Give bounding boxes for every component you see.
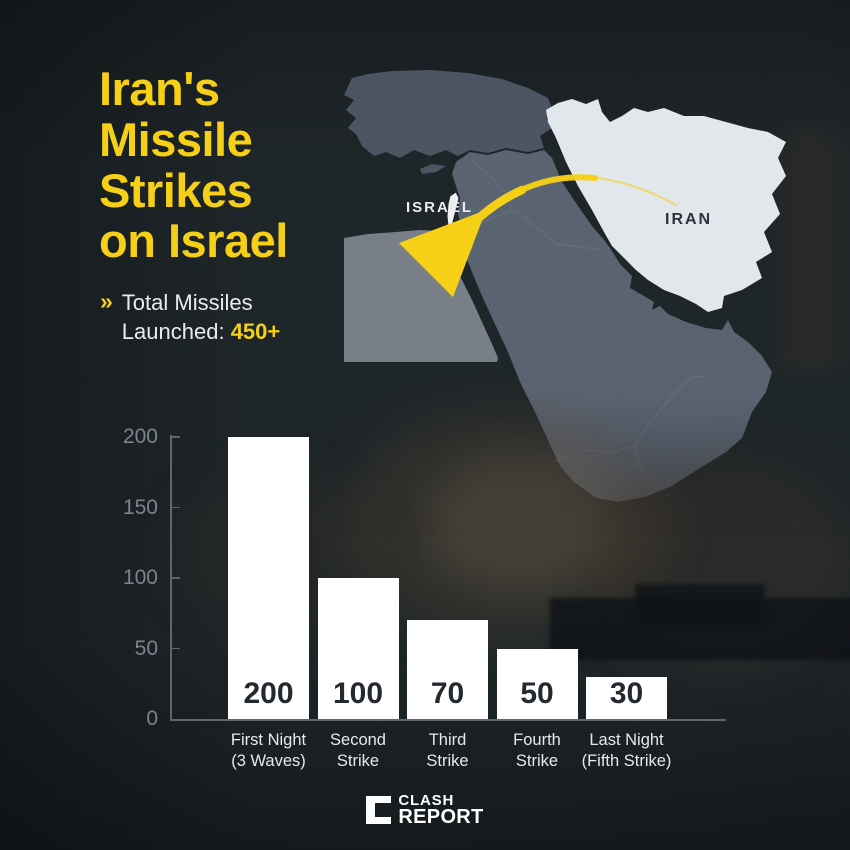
y-axis-tick <box>170 577 180 579</box>
bar-4 <box>496 648 578 719</box>
y-axis-tick <box>170 436 180 438</box>
bar-value-label: 100 <box>332 677 384 710</box>
bar-1 <box>228 437 309 719</box>
x-axis-category-label: Last Night (Fifth Strike) <box>581 731 672 771</box>
brand-line1: CLASH <box>398 792 455 809</box>
bar-value-label: 50 <box>520 677 554 710</box>
x-axis-category-label: First Night (3 Waves) <box>230 731 307 771</box>
page-title: Iran's Missile Strikes on Israel <box>99 62 288 268</box>
brand-line2: REPORT <box>398 806 484 828</box>
total-missiles-line1: Total Missiles <box>121 290 253 315</box>
y-axis-tick-label: 0 <box>146 707 158 730</box>
brand-wordmark: CLASH REPORT <box>398 793 483 827</box>
y-axis-line <box>170 435 172 719</box>
chevron-icon: » <box>100 288 113 314</box>
total-missiles-line2-label: Launched: <box>121 319 225 345</box>
bar-value-label: 200 <box>243 677 294 710</box>
bar-value-label: 30 <box>609 677 644 710</box>
bar-2 <box>317 578 399 719</box>
y-axis-tick-label: 100 <box>122 566 158 589</box>
brand-logo: CLASH REPORT <box>0 793 850 827</box>
bar-5 <box>586 676 667 719</box>
bar-3 <box>407 620 488 719</box>
y-axis-tick <box>170 506 180 509</box>
clash-report-icon <box>366 796 393 824</box>
x-axis-line <box>170 719 726 721</box>
total-missiles-value: 450+ <box>230 319 281 345</box>
y-axis-tick <box>170 647 180 650</box>
y-axis-tick-label: 150 <box>122 495 158 519</box>
total-missiles-text: Total Missiles Launched: 450+ <box>122 288 280 346</box>
x-axis-category-label: Third Strike <box>426 731 469 771</box>
y-axis-tick-label: 200 <box>122 425 158 448</box>
total-missiles-callout: » Total Missiles Launched: 450+ <box>100 288 280 346</box>
x-axis-category-label: Second Strike <box>330 731 386 771</box>
bar-value-label: 70 <box>430 677 465 710</box>
y-axis-tick-label: 50 <box>134 636 158 660</box>
x-axis-category-label: Fourth Strike <box>513 731 561 771</box>
